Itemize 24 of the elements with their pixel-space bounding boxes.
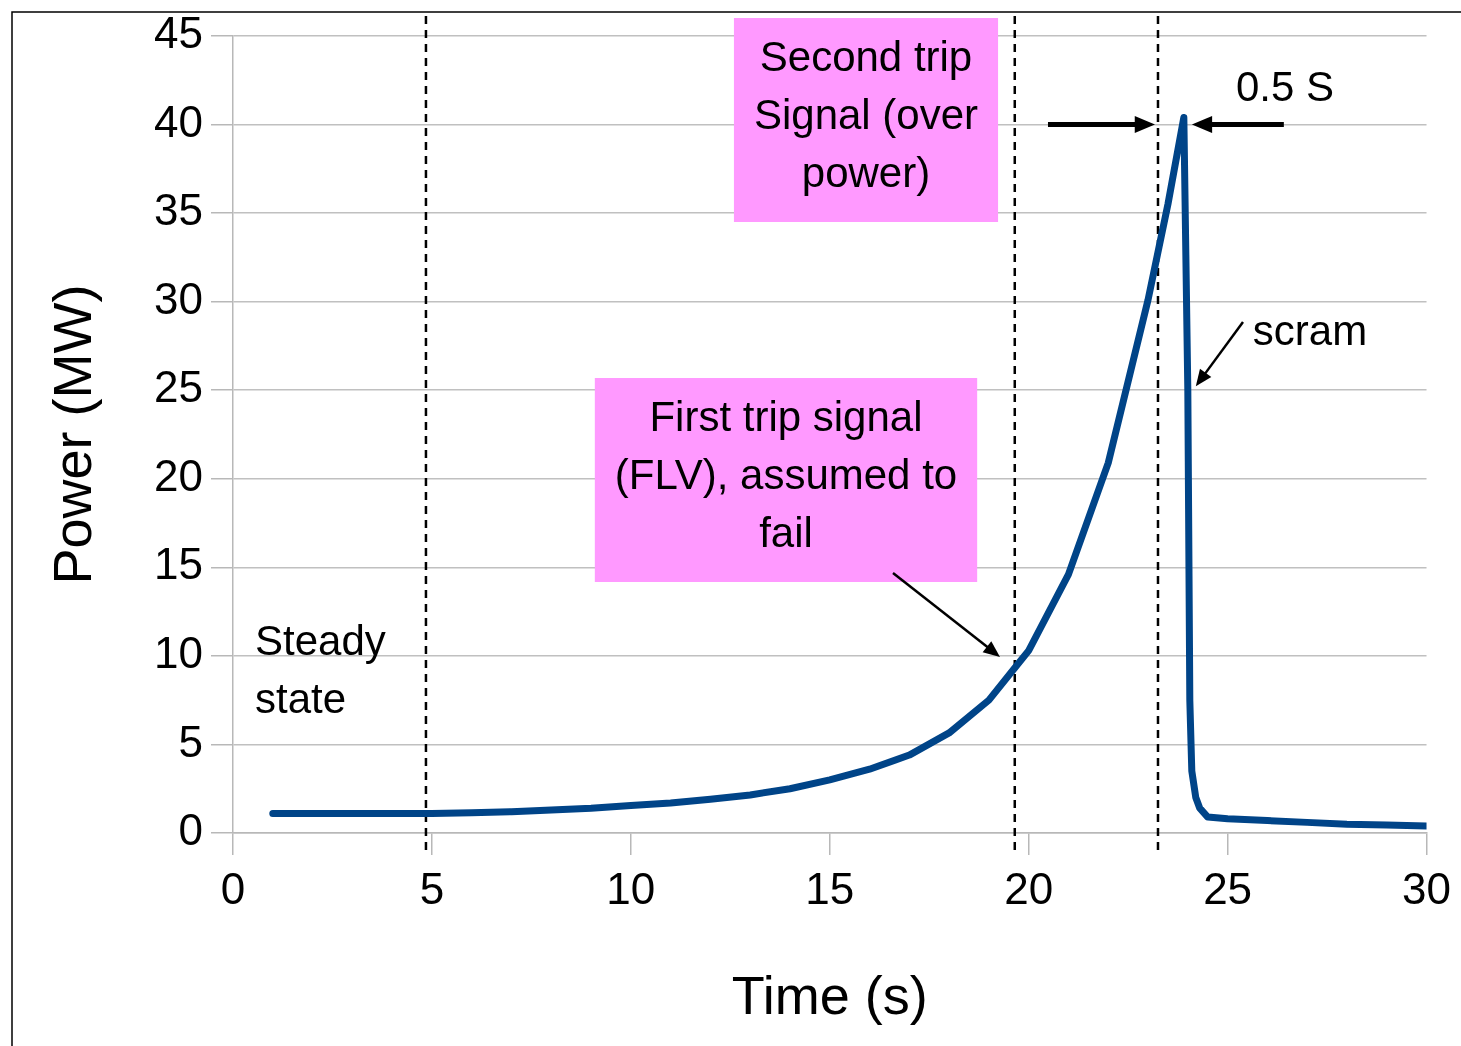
y-tick-label: 45	[154, 8, 203, 58]
y-tick-label: 10	[154, 628, 203, 678]
y-tick-label: 40	[154, 96, 203, 146]
x-tick-label: 10	[606, 863, 656, 913]
x-tick-label: 15	[805, 863, 855, 913]
x-tick-label: 20	[1004, 863, 1054, 913]
annotation: 0.5 S	[1235, 62, 1335, 110]
x-tick-label: 25	[1203, 863, 1253, 913]
y-axis-title: Power (MW)	[42, 284, 103, 585]
annotation: Steady state	[255, 616, 386, 722]
y-tick-label: 5	[178, 716, 203, 766]
annotation: Second trip Signal (over power)	[753, 32, 979, 196]
annotation: scram	[1252, 306, 1368, 354]
x-tick-label: 30	[1402, 863, 1452, 913]
x-tick-label: 0	[220, 863, 246, 913]
y-tick-label: 15	[154, 539, 203, 589]
y-tick-label: 25	[154, 362, 203, 412]
annotation: First trip signal (FLV), assumed to fail	[614, 392, 958, 556]
y-tick-label: 20	[154, 450, 203, 500]
y-tick-label: 30	[154, 273, 203, 323]
y-tick-label: 0	[178, 805, 203, 855]
x-axis-title: Time (s)	[731, 965, 928, 1026]
y-tick-label: 35	[154, 185, 203, 235]
x-tick-label: 5	[419, 863, 445, 913]
